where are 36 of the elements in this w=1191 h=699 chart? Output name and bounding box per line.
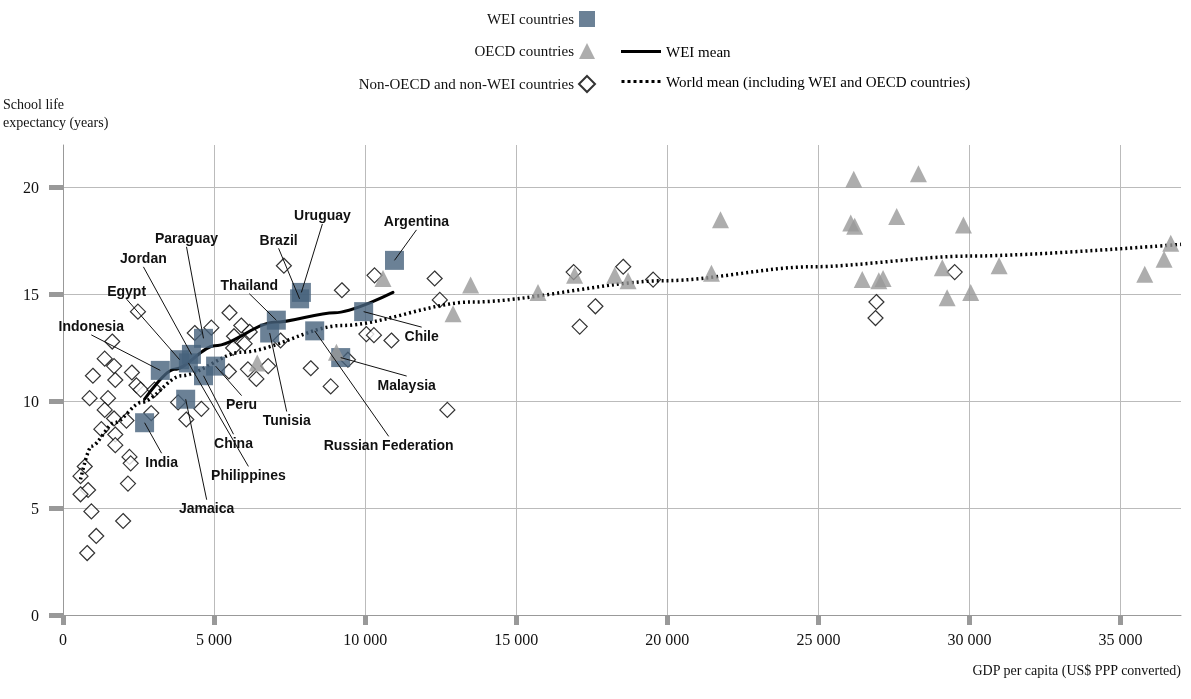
legend-label: WEI countries	[486, 11, 575, 27]
text: WEI mean	[666, 43, 732, 60]
annotation: Indonesia	[58, 318, 125, 335]
y-tick-label: 10	[23, 392, 39, 410]
annotation: Thailand	[220, 277, 279, 294]
annotation: Brazil	[259, 231, 298, 248]
annotation: Philippines	[211, 466, 286, 483]
y-tick-label: 20	[23, 179, 39, 197]
x-axis-title: GDP per capita (US$ PPP converted)	[972, 662, 1182, 679]
y-tick-label: 5	[31, 499, 39, 517]
annotation: Tunisia	[262, 412, 311, 428]
annotation: Russian Federation	[323, 436, 454, 453]
x-tick-label: 20 000	[645, 630, 690, 648]
annotation: Malaysia	[377, 376, 437, 393]
y-axis-title: School life expectancy (years)	[3, 96, 109, 131]
x-tick-label: 0	[59, 630, 67, 648]
text: World mean (including WEI and OECD countries)	[666, 73, 971, 91]
annotation: Paraguay	[154, 230, 219, 247]
annotation: Chile	[404, 327, 439, 344]
annotation: Uruguay	[294, 207, 352, 224]
annotation: Jordan	[120, 250, 167, 267]
legend-label: Non-OECD and non-WEI countries	[358, 76, 575, 92]
x-tick-label: 30 000	[947, 630, 992, 648]
annotation: Peru	[226, 396, 258, 413]
x-tick-label: 5 000	[196, 630, 233, 648]
annotation: India	[145, 453, 179, 470]
annotation: Egypt	[107, 282, 147, 299]
annotation: Argentina	[383, 213, 450, 230]
x-tick-label: 35 000	[1098, 630, 1143, 648]
x-tick-label: 25 000	[796, 630, 841, 648]
x-tick-label: 15 000	[494, 630, 539, 648]
y-tick-label: 15	[23, 286, 39, 304]
annotation: Jamaica	[179, 500, 235, 517]
y-tick-label: 0	[31, 606, 39, 624]
legend-label: OECD countries	[474, 43, 575, 59]
x-tick-label: 10 000	[343, 630, 388, 648]
